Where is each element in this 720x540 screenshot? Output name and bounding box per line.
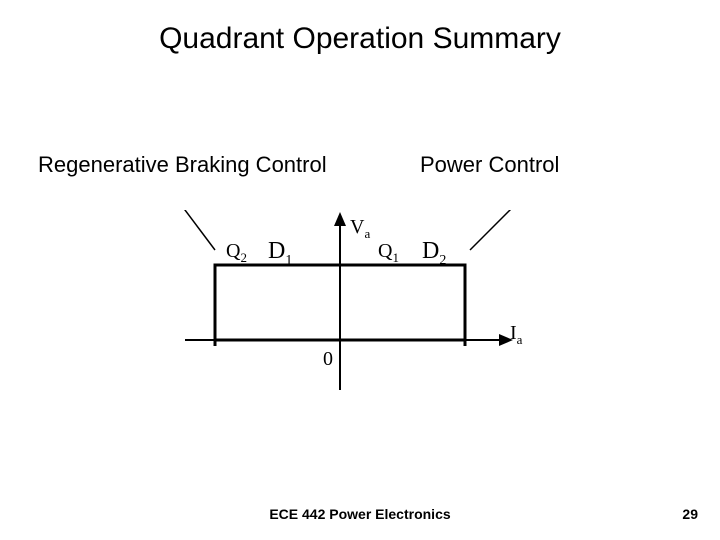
q1-label: Q1 [378, 240, 399, 266]
label-regenerative-braking: Regenerative Braking Control [38, 152, 327, 178]
footer-course: ECE 442 Power Electronics [0, 506, 720, 522]
x-axis-label: Ia [510, 322, 522, 348]
label-power-control: Power Control [420, 152, 559, 178]
origin-label: 0 [323, 348, 333, 371]
quadrant-diagram: Va Ia 0 Q2 D1 Q1 D2 [160, 210, 560, 430]
q2-label: Q2 [226, 240, 247, 266]
page-title: Quadrant Operation Summary [0, 22, 720, 56]
diagram-svg [160, 210, 560, 470]
leader-line-right [470, 210, 530, 250]
footer-page-number: 29 [682, 506, 698, 522]
y-axis-arrow [334, 212, 346, 226]
d1-label: D1 [268, 238, 292, 269]
dx-label: D2 [422, 238, 446, 269]
leader-line-left [170, 210, 215, 250]
y-axis-label: Va [350, 216, 370, 242]
